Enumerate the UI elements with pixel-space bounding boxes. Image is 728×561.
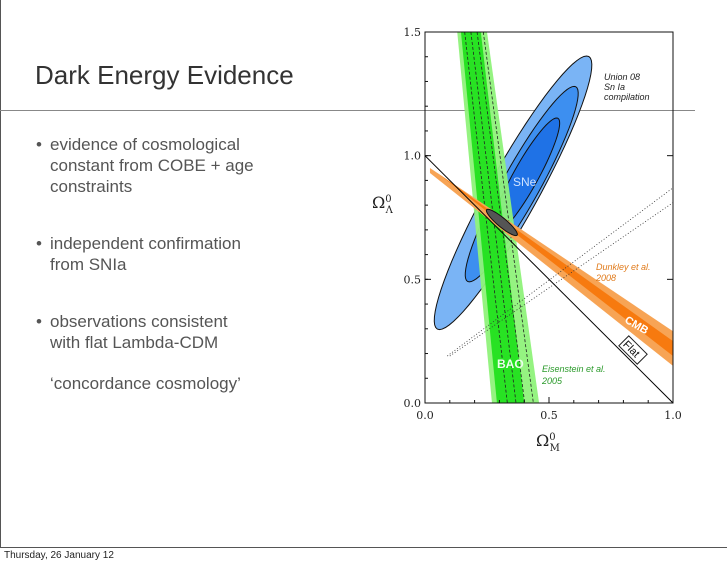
bullet-line: constraints xyxy=(50,177,133,196)
bullet-item: • evidence of cosmological constant from… xyxy=(36,134,336,197)
x-tick-label: 1.0 xyxy=(664,409,682,422)
bullet-line: evidence of cosmological xyxy=(50,135,240,154)
y-axis-label: Ω0 Λ xyxy=(372,193,394,216)
bullet-item: • observations consistent with flat Lamb… xyxy=(36,311,336,394)
y-tick-label: 0.5 xyxy=(404,273,422,286)
footer-date: Thursday, 26 January 12 xyxy=(4,550,114,561)
cmb-band-inner xyxy=(437,172,673,357)
bullet-dot: • xyxy=(36,312,42,331)
x-tick-label: 0.0 xyxy=(416,409,434,422)
sne-label: SNe xyxy=(513,175,537,189)
bullet-line: observations consistent xyxy=(50,312,228,331)
bullet-list: • evidence of cosmological constant from… xyxy=(36,134,336,416)
bullet-dot: • xyxy=(36,234,42,253)
y-tick-label: 1.5 xyxy=(404,26,422,39)
bao-dashed-line xyxy=(464,32,508,403)
annotation-dunkley: 2008 xyxy=(595,273,616,283)
bullet-line: with flat Lambda-CDM xyxy=(50,333,219,352)
annotation-dunkley: Dunkley et al. xyxy=(596,262,651,272)
title-divider xyxy=(0,110,695,111)
bao-label: BAO xyxy=(497,357,524,371)
flat-label-box xyxy=(618,335,648,365)
annotation-eisenstein: 2005 xyxy=(541,376,563,386)
slide-title: Dark Energy Evidence xyxy=(35,60,294,90)
annotation-eisenstein: Eisenstein et al. xyxy=(542,364,606,374)
flat-line xyxy=(425,155,673,403)
bullet-dot: • xyxy=(36,135,42,154)
dotted-line xyxy=(449,202,673,357)
combined-contour xyxy=(485,208,518,237)
y-tick-label: 1.0 xyxy=(404,150,422,163)
plot-area xyxy=(425,32,673,403)
bullet-line: from SNIa xyxy=(50,255,127,274)
dotted-line xyxy=(447,187,673,357)
y-tick-label: 0.0 xyxy=(404,397,422,410)
bullet-line: constant from COBE + age xyxy=(50,156,254,175)
bao-dashed-line xyxy=(482,32,534,403)
bullet-item: • independent confirmation from SNIa xyxy=(36,233,336,275)
annotation-union08: Sn Ia xyxy=(604,82,625,92)
bullet-subtext: ‘concordance cosmology’ xyxy=(50,374,241,393)
annotation-union08: compilation xyxy=(604,92,650,102)
x-axis-label: Ω0 M xyxy=(536,431,560,454)
x-tick-label: 0.5 xyxy=(540,409,558,422)
annotation-union08: Union 08 xyxy=(604,72,640,82)
slide-frame xyxy=(0,0,727,548)
bullet-line: independent confirmation xyxy=(50,234,241,253)
